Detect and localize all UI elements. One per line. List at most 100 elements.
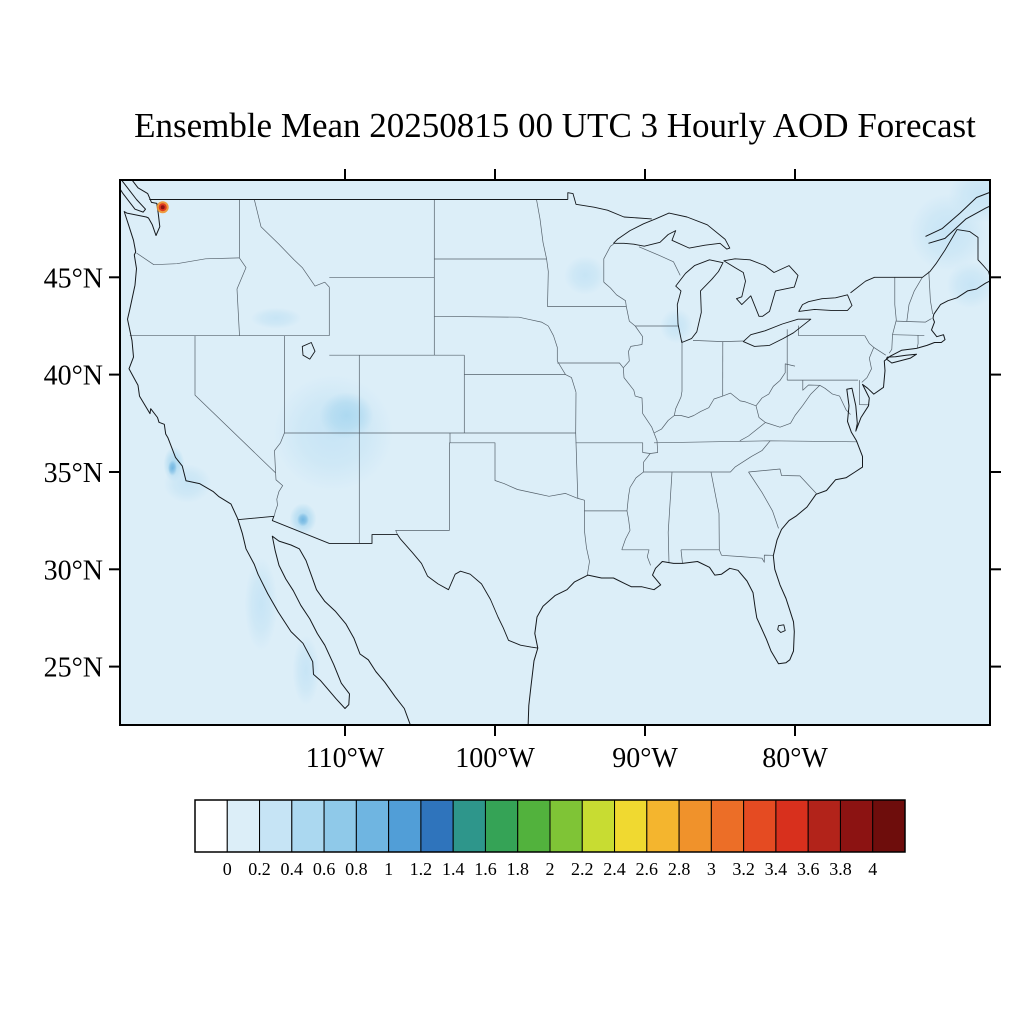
state-boundary: [274, 335, 285, 473]
colorbar-tick-label: 2.4: [603, 859, 626, 879]
colorbar-cell: [807, 799, 841, 853]
state-boundary: [575, 392, 579, 499]
latitude-tick-label: 45°N: [44, 263, 103, 294]
aod-background-field: [120, 180, 990, 725]
aod-plume-baja-south-veil: [292, 635, 320, 706]
colorbar-tick-label: 0: [223, 859, 232, 879]
latitude-tick-label: 40°N: [44, 361, 103, 392]
state-boundary: [906, 276, 923, 322]
colorbar-cell: [710, 799, 745, 853]
state-boundary: [896, 318, 932, 323]
colorbar-tick-label: 2.2: [571, 859, 594, 879]
state-boundary: [859, 380, 870, 406]
aod-plume-baja-pacific-veil: [244, 557, 278, 651]
state-boundary: [603, 281, 659, 550]
colorbar-cell: [646, 799, 680, 853]
state-boundary: [136, 252, 240, 266]
colorbar-cell: [388, 799, 422, 853]
state-boundary: [621, 549, 651, 566]
colorbar-tick-label: 2.8: [668, 859, 691, 879]
aod-plume-gulf-of-maine-veil: [946, 261, 990, 309]
state-boundary: [673, 340, 683, 416]
state-boundary: [748, 471, 779, 529]
national-border: [850, 229, 990, 294]
colorbar-tick-label: 0.4: [281, 859, 304, 879]
state-boundary: [449, 442, 578, 499]
colorbar-tick-label: 3.6: [797, 859, 820, 879]
latitude-tick-label: 35°N: [44, 458, 103, 489]
coastline: [120, 180, 146, 213]
aod-plume-socal-coast-veil: [163, 464, 212, 504]
coastline: [925, 191, 990, 237]
colorbar-cell: [581, 799, 616, 853]
lake-outline: [798, 294, 853, 312]
state-boundary: [577, 498, 590, 576]
colorbar-tick-label: 1.6: [474, 859, 497, 879]
colorbar-tick-label: 2: [546, 859, 555, 879]
state-boundary: [638, 246, 681, 276]
colorbar-cell: [517, 799, 551, 853]
colorbar-cell: [549, 799, 583, 853]
colorbar-cell: [259, 799, 293, 853]
lake-outline: [742, 318, 812, 347]
colorbar-tick-label: 1.8: [506, 859, 529, 879]
state-boundary: [547, 325, 577, 393]
aod-plume-southern-idaho-streak: [250, 307, 302, 329]
colorbar-cell: [291, 799, 325, 853]
colorbar-tick-label: 3.2: [732, 859, 755, 879]
map-area: [120, 180, 990, 725]
lake-outline: [723, 258, 799, 317]
coastline: [928, 205, 990, 244]
state-boundary: [888, 277, 897, 354]
axis-ticks-and-labels: 45°N 40°N 35°N 30°N 25°N 110°W 100°W 90°W 80°W: [44, 169, 1001, 774]
coastline: [123, 180, 411, 725]
state-boundary: [721, 554, 774, 563]
aod-hotspot-core: [160, 205, 165, 210]
aod-plume-maritimes-corner-veil: [948, 180, 990, 223]
coastline: [527, 280, 990, 725]
state-boundary: [680, 549, 683, 564]
colorbar: 0 0.2 0.4 0.6 0.8 1 1.2 1.4 1.6 1.8 2 2.2 2.4 2.6 2.8 3…: [194, 799, 906, 879]
state-boundary: [729, 440, 771, 473]
lake-outline: [777, 624, 786, 633]
state-boundary: [536, 199, 547, 260]
island-outline: [886, 353, 917, 364]
state-boundary: [748, 468, 818, 495]
colorbar-cell: [872, 799, 906, 853]
colorbar-outline: [194, 799, 906, 853]
state-boundary: [802, 380, 851, 415]
coastline-layer: [120, 180, 990, 725]
colorbar-tick-label: 3: [707, 859, 716, 879]
state-boundary: [653, 363, 796, 434]
state-boundary: [765, 385, 821, 428]
national-border: [567, 192, 652, 220]
colorbar-cell: [839, 799, 874, 853]
state-boundary: [434, 315, 549, 327]
colorbar-tick-label: 3.4: [765, 859, 788, 879]
state-boundary: [253, 199, 330, 288]
colorbar-tick-label: 1.2: [410, 859, 433, 879]
colorbar-cell: [743, 799, 777, 853]
longitude-tick-label: 100°W: [455, 743, 535, 774]
longitude-tick-label: 110°W: [306, 743, 385, 774]
national-border: [237, 515, 538, 649]
state-boundary: [575, 442, 651, 454]
state-boundary: [557, 362, 624, 369]
lake-outline: [301, 342, 316, 360]
state-boundary: [710, 472, 722, 556]
colorbar-cell: [452, 799, 486, 853]
state-boundary: [546, 258, 627, 307]
state-boundary: [194, 335, 284, 517]
colorbar-tick-label: 3.8: [829, 859, 852, 879]
state-boundary: [395, 442, 450, 535]
colorbar-cell: [614, 799, 648, 853]
state-boundaries-layer: [129, 199, 934, 576]
colorbar-cell: [678, 799, 712, 853]
state-boundary: [861, 335, 875, 383]
longitude-tick-label: 90°W: [612, 743, 678, 774]
colorbar-cell: [420, 799, 454, 853]
latitude-tick-label: 30°N: [44, 555, 103, 586]
state-boundary: [236, 257, 247, 336]
